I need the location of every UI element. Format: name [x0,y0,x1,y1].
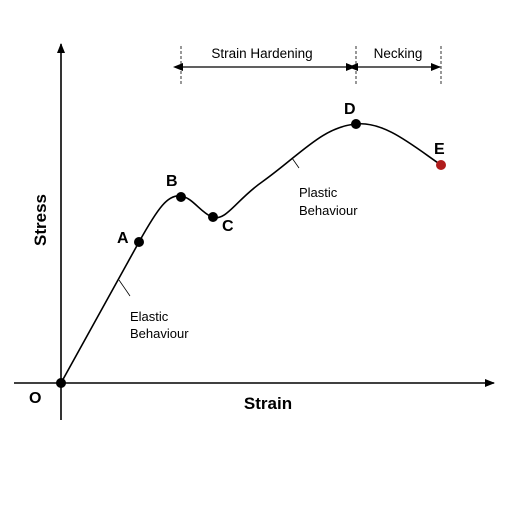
point-b-label: B [166,173,178,190]
x-axis-title: Strain [244,394,292,413]
point-e-marker [436,160,446,170]
strain-hardening-label: Strain Hardening [211,46,312,61]
y-axis-title: Stress [31,194,50,246]
point-o-marker [56,378,66,388]
point-a-label: A [117,230,129,247]
point-e-label: E [434,141,445,158]
necking-label: Necking [374,46,423,61]
elastic-annotation-line2: Behaviour [130,326,189,341]
point-d-marker [351,119,361,129]
origin-label: O [29,390,41,407]
plastic-leader-line [291,157,300,169]
point-b-marker [176,192,186,202]
plastic-annotation-line1: Plastic [299,185,338,200]
stress-strain-curve [60,123,442,384]
point-a-marker [134,237,144,247]
elastic-annotation-line1: Elastic [130,309,169,324]
point-d-label: D [344,101,356,118]
elastic-leader-line [118,279,131,297]
plastic-annotation-line2: Behaviour [299,203,358,218]
point-c-marker [208,212,218,222]
point-c-label: C [222,218,234,235]
